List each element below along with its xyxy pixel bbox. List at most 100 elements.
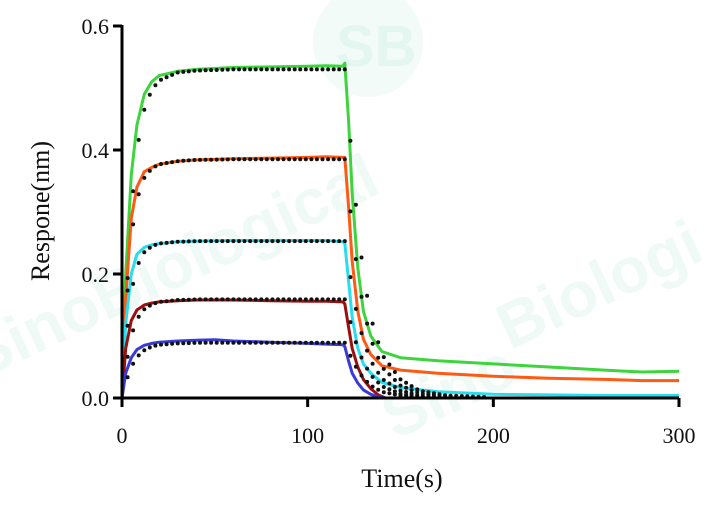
fit-point (326, 67, 331, 72)
fit-point (142, 250, 147, 255)
y-tick-label: 0.4 (82, 138, 110, 163)
fit-point (370, 341, 375, 346)
fit-point (248, 340, 253, 345)
fit-point (248, 239, 253, 244)
fit-point (242, 297, 247, 302)
fit-point (192, 239, 197, 244)
fit-point (320, 239, 325, 244)
fit-point (175, 298, 180, 302)
fit-point (287, 67, 292, 72)
fit-point (175, 70, 180, 75)
fit-point (309, 157, 314, 162)
fit-point (242, 340, 247, 345)
fit-point (270, 67, 275, 72)
fit-point (270, 157, 275, 162)
fit-point (170, 240, 175, 245)
fit-point (404, 385, 409, 390)
fit-point (181, 239, 186, 244)
fit-point (298, 340, 303, 345)
fit-point (237, 67, 241, 72)
fit-point (326, 297, 331, 302)
fit-point (159, 299, 163, 304)
fit-point (392, 370, 397, 374)
fit-point (164, 161, 169, 165)
fit-point (242, 157, 247, 162)
fit-point (159, 162, 163, 166)
fit-point (248, 297, 253, 302)
fit-point (348, 275, 353, 280)
fit-point (381, 385, 386, 389)
fit-point (320, 340, 325, 345)
fit-point (337, 340, 342, 345)
fit-point (342, 340, 347, 345)
fit-point (186, 69, 191, 74)
fit-point (209, 68, 214, 73)
fit-point (353, 257, 358, 262)
fit-point (181, 69, 186, 74)
fit-point (331, 67, 336, 72)
fit-point (376, 380, 381, 385)
fit-point (320, 157, 325, 162)
fit-point (170, 341, 175, 346)
fit-point (259, 239, 264, 244)
fit-point (376, 370, 381, 375)
fit-point (253, 67, 258, 72)
fit-point (287, 297, 292, 302)
fit-point (125, 375, 130, 380)
fit-point (359, 255, 364, 260)
fit-point (214, 340, 219, 345)
fit-point (136, 192, 141, 197)
fit-point (392, 385, 397, 389)
fit-point (142, 107, 147, 112)
fit-point (192, 158, 197, 162)
fit-point (125, 288, 130, 293)
fit-point (159, 241, 163, 246)
fit-point (170, 72, 175, 77)
fit-point (303, 340, 308, 345)
fit-point (292, 297, 297, 302)
fit-point (342, 297, 347, 302)
fit-point (175, 159, 180, 164)
x-tick-label: 0 (117, 423, 128, 448)
fit-point (198, 68, 202, 73)
fit-point (281, 340, 286, 345)
fit-point (287, 157, 292, 162)
fit-point (331, 157, 336, 162)
fit-point (348, 320, 353, 325)
fit-point (353, 340, 358, 345)
fit-point (231, 239, 236, 244)
fit-point (337, 157, 342, 162)
fit-point (125, 323, 130, 328)
fit-point (353, 306, 358, 311)
fit-point (181, 158, 186, 163)
fit-point (309, 297, 314, 302)
fit-point (131, 222, 136, 227)
fit-point (398, 383, 403, 388)
fit-point (353, 202, 358, 207)
fit-point (181, 297, 186, 302)
fit-point (365, 348, 370, 353)
fit-point (225, 67, 230, 72)
fit-point (175, 341, 180, 346)
fit-point (281, 67, 286, 72)
fit-point (164, 75, 169, 80)
fit-point (142, 307, 147, 312)
fit-point (220, 67, 225, 72)
fit-point (225, 157, 230, 162)
fit-point (387, 391, 392, 396)
fit-point (303, 239, 308, 244)
fit-point (381, 366, 386, 371)
fit-point (326, 239, 331, 244)
fit-point (259, 340, 264, 345)
fit-point (231, 340, 236, 345)
fit-point (164, 299, 169, 304)
fit-point (209, 157, 214, 162)
fit-point (209, 239, 214, 244)
axes: 0 100 200 300 0.0 0.2 0.4 0.6 (82, 14, 696, 448)
x-tick-label: 300 (663, 423, 696, 448)
fit-point (164, 240, 169, 245)
fit-point (370, 384, 375, 389)
fit-point (125, 276, 130, 281)
fit-point (125, 354, 130, 359)
fit-point (231, 157, 236, 162)
